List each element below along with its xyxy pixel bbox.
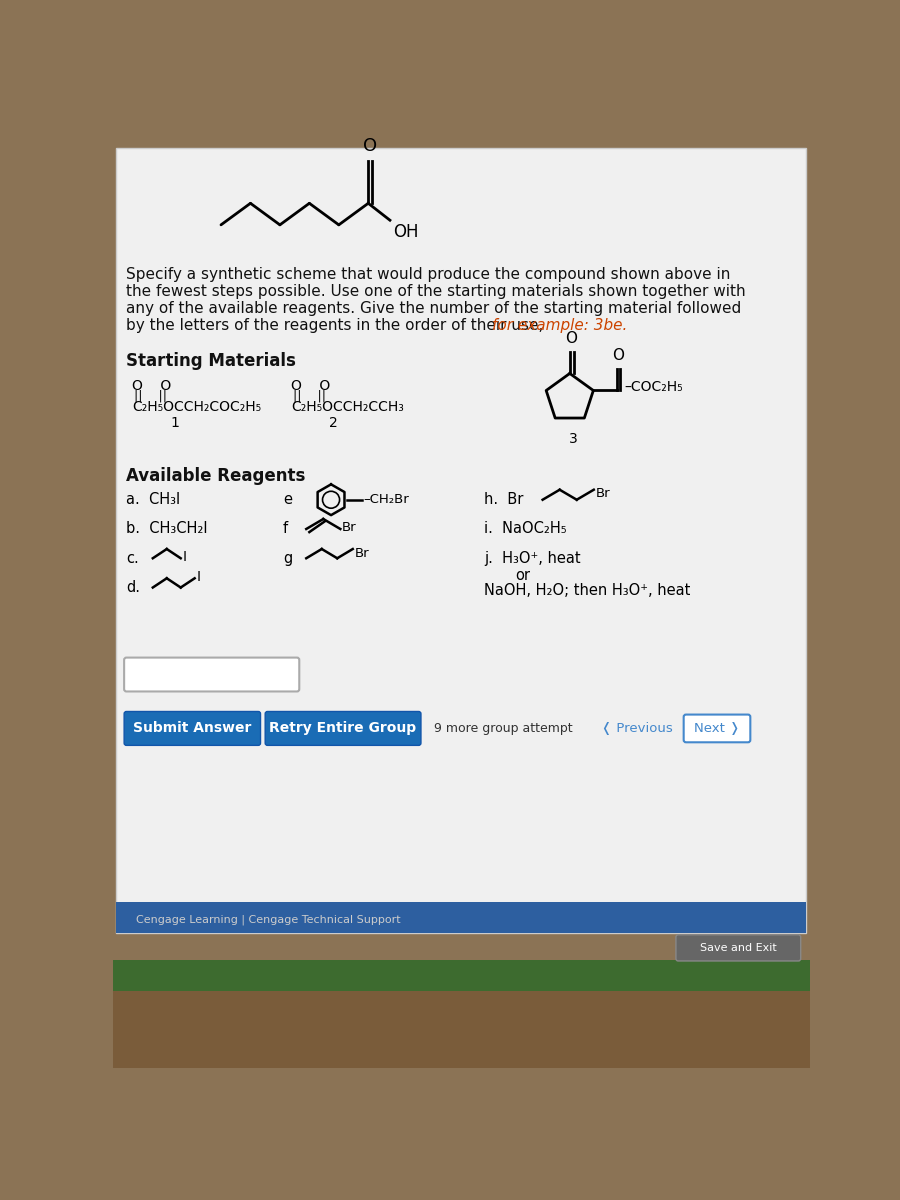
Text: ❬ Previous: ❬ Previous: [601, 722, 672, 734]
Text: c.: c.: [126, 551, 140, 565]
Text: g: g: [283, 551, 293, 565]
Text: 2: 2: [329, 416, 338, 430]
Text: C₂H₅OCCH₂CCH₃: C₂H₅OCCH₂CCH₃: [291, 401, 403, 414]
Text: Save and Exit: Save and Exit: [699, 943, 777, 953]
Text: Cengage Learning | Cengage Technical Support: Cengage Learning | Cengage Technical Sup…: [136, 914, 400, 925]
Text: O: O: [612, 348, 624, 362]
Text: Br: Br: [342, 521, 356, 534]
FancyBboxPatch shape: [124, 712, 260, 745]
Bar: [112, 991, 810, 1068]
Bar: [116, 148, 806, 934]
FancyBboxPatch shape: [124, 658, 300, 691]
Text: Next ❭: Next ❭: [694, 722, 740, 734]
Text: OH: OH: [393, 223, 419, 241]
Text: Br: Br: [356, 547, 370, 560]
Text: by the letters of the reagents in the order of their use,: by the letters of the reagents in the or…: [126, 318, 549, 334]
Text: I: I: [182, 550, 186, 564]
Text: the fewest steps possible. Use one of the starting materials shown together with: the fewest steps possible. Use one of th…: [126, 284, 746, 299]
Text: ||    ||: || ||: [134, 390, 167, 403]
Text: O    O: O O: [132, 379, 171, 392]
Text: d.: d.: [126, 580, 140, 595]
Text: b.  CH₃CH₂I: b. CH₃CH₂I: [126, 521, 208, 536]
Text: Available Reagents: Available Reagents: [126, 468, 306, 486]
Text: 1: 1: [171, 416, 179, 430]
Text: or: or: [516, 568, 530, 582]
Text: i.  NaOC₂H₅: i. NaOC₂H₅: [484, 521, 567, 536]
FancyBboxPatch shape: [266, 712, 421, 745]
Text: –COC₂H₅: –COC₂H₅: [625, 380, 683, 395]
Text: NaOH, H₂O; then H₃O⁺, heat: NaOH, H₂O; then H₃O⁺, heat: [484, 583, 691, 598]
Text: 3: 3: [569, 432, 578, 446]
Text: 9 more group attempt: 9 more group attempt: [434, 722, 572, 734]
Text: a.  CH₃I: a. CH₃I: [126, 492, 181, 508]
Text: –CH₂Br: –CH₂Br: [364, 493, 410, 506]
Text: I: I: [196, 570, 200, 583]
Text: ||    ||: || ||: [293, 390, 326, 403]
Text: f: f: [283, 521, 288, 536]
Text: Br: Br: [596, 487, 611, 499]
Text: O: O: [565, 331, 577, 346]
Text: Specify a synthetic scheme that would produce the compound shown above in: Specify a synthetic scheme that would pr…: [126, 268, 731, 282]
FancyBboxPatch shape: [684, 714, 751, 743]
Text: e: e: [283, 492, 292, 508]
Text: Submit Answer: Submit Answer: [133, 721, 251, 736]
Bar: [116, 902, 806, 934]
Text: for example: 3be.: for example: 3be.: [492, 318, 627, 334]
Bar: [112, 960, 810, 1068]
Text: Retry Entire Group: Retry Entire Group: [269, 721, 416, 736]
FancyBboxPatch shape: [676, 935, 801, 961]
Text: Starting Materials: Starting Materials: [126, 352, 296, 370]
Text: j.  H₃O⁺, heat: j. H₃O⁺, heat: [484, 551, 581, 565]
Text: O: O: [363, 137, 377, 155]
Text: C₂H₅OCCH₂COC₂H₅: C₂H₅OCCH₂COC₂H₅: [132, 401, 261, 414]
Text: any of the available reagents. Give the number of the starting material followed: any of the available reagents. Give the …: [126, 301, 742, 316]
Text: O    O: O O: [291, 379, 330, 392]
Text: h.  Br: h. Br: [484, 492, 524, 508]
